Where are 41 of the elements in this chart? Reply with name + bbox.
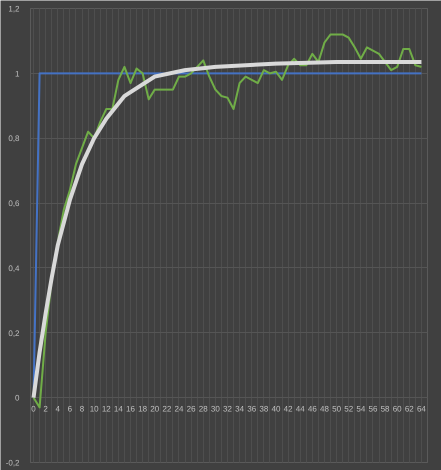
x-tick-label: 46 xyxy=(308,404,318,414)
x-tick-label: 24 xyxy=(174,404,184,414)
x-tick-label: 8 xyxy=(80,404,85,414)
y-tick-label: 1 xyxy=(15,69,20,78)
x-tick-label: 36 xyxy=(247,404,257,414)
x-tick-label: 56 xyxy=(368,404,378,414)
x-tick-label: 60 xyxy=(392,404,402,414)
x-tick-label: 54 xyxy=(356,404,366,414)
x-tick-label: 44 xyxy=(296,404,306,414)
x-tick-label: 28 xyxy=(198,404,208,414)
x-tick-label: 4 xyxy=(56,404,61,414)
x-tick-label: 10 xyxy=(90,404,100,414)
x-tick-label: 38 xyxy=(259,404,269,414)
x-tick-label: 62 xyxy=(404,404,414,414)
x-tick-label: 14 xyxy=(114,404,124,414)
x-tick-label: 58 xyxy=(380,404,390,414)
x-tick-label: 52 xyxy=(344,404,354,414)
y-tick-label: -0,2 xyxy=(6,458,20,468)
y-tick-label: 1,2 xyxy=(8,4,20,14)
x-tick-label: 2 xyxy=(43,404,48,414)
x-tick-label: 42 xyxy=(284,404,294,414)
x-tick-label: 12 xyxy=(102,404,112,414)
x-tick-label: 6 xyxy=(68,404,73,414)
x-tick-label: 30 xyxy=(210,404,220,414)
x-tick-label: 26 xyxy=(186,404,196,414)
x-tick-label: 40 xyxy=(272,404,281,414)
y-tick-label: 0,4 xyxy=(8,264,20,273)
y-tick-label: 0,6 xyxy=(8,199,20,208)
x-tick-label: 34 xyxy=(235,404,245,414)
y-tick-label: 0,2 xyxy=(8,328,20,338)
x-tick-label: 18 xyxy=(138,404,148,414)
x-tick-label: 50 xyxy=(332,404,342,414)
x-tick-label: 0 xyxy=(31,404,36,414)
x-tick-label: 32 xyxy=(223,404,232,414)
x-tick-label: 64 xyxy=(416,404,426,414)
y-tick-label: 0,8 xyxy=(8,134,20,144)
x-tick-label: 48 xyxy=(320,404,330,414)
y-tick-label: 0 xyxy=(15,394,20,403)
x-tick-label: 20 xyxy=(150,404,160,414)
x-tick-label: 22 xyxy=(162,404,172,414)
x-tick-label: 16 xyxy=(126,404,136,414)
